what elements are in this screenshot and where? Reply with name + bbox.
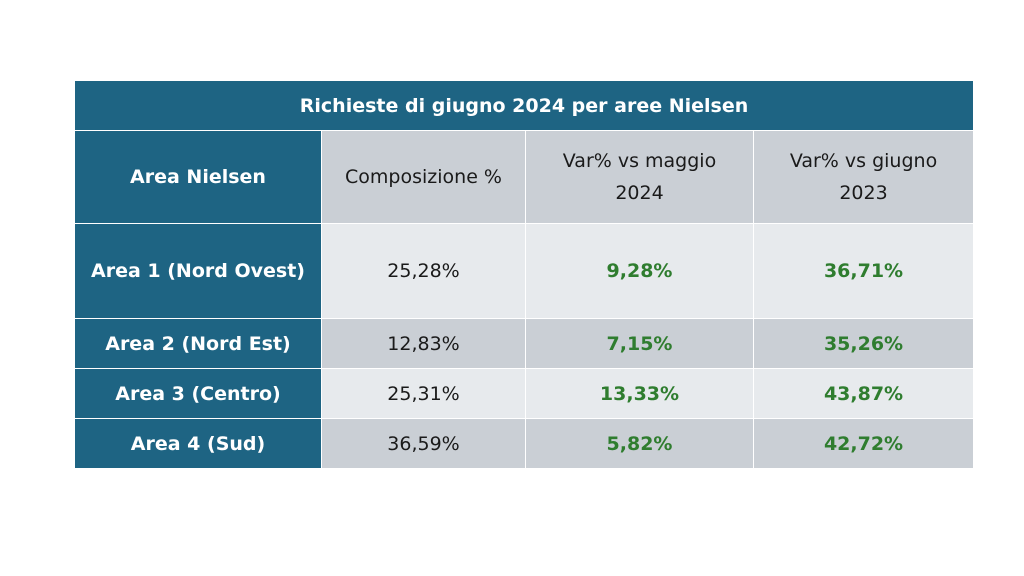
data-table-container: Richieste di giugno 2024 per aree Nielse… bbox=[73, 80, 975, 469]
cell-composizione: 25,28% bbox=[321, 223, 526, 319]
cell-var-maggio: 9,28% bbox=[525, 223, 754, 319]
cell-var-maggio: 13,33% bbox=[525, 368, 754, 419]
table-row: Area 1 (Nord Ovest) 25,28% 9,28% 36,71% bbox=[74, 223, 975, 319]
table-row: Area 2 (Nord Est) 12,83% 7,15% 35,26% bbox=[74, 318, 975, 369]
header-area-nielsen: Area Nielsen bbox=[74, 130, 322, 224]
row-area-label: Area 4 (Sud) bbox=[74, 418, 322, 469]
nielsen-areas-table: Richieste di giugno 2024 per aree Nielse… bbox=[73, 80, 975, 469]
header-var-maggio: Var% vs maggio 2024 bbox=[525, 130, 754, 224]
cell-var-giugno: 36,71% bbox=[752, 223, 975, 319]
row-area-label: Area 2 (Nord Est) bbox=[74, 318, 322, 369]
header-var-giugno-line1: Var% vs giugno bbox=[789, 150, 938, 172]
cell-composizione: 36,59% bbox=[321, 418, 526, 469]
header-var-giugno: Var% vs giugno 2023 bbox=[752, 130, 975, 224]
table-row: Area 4 (Sud) 36,59% 5,82% 42,72% bbox=[74, 418, 975, 469]
cell-var-giugno: 42,72% bbox=[752, 418, 975, 469]
row-area-label: Area 3 (Centro) bbox=[74, 368, 322, 419]
header-var-maggio-line2: 2024 bbox=[615, 182, 664, 204]
cell-composizione: 12,83% bbox=[321, 318, 526, 369]
cell-var-maggio: 7,15% bbox=[525, 318, 754, 369]
row-area-label: Area 1 (Nord Ovest) bbox=[74, 223, 322, 319]
header-var-giugno-line2: 2023 bbox=[839, 182, 888, 204]
header-var-maggio-line1: Var% vs maggio bbox=[562, 150, 717, 172]
table-title-row: Richieste di giugno 2024 per aree Nielse… bbox=[73, 80, 975, 131]
cell-var-giugno: 35,26% bbox=[752, 318, 975, 369]
table-row: Area 3 (Centro) 25,31% 13,33% 43,87% bbox=[74, 368, 975, 419]
table-header-row: Area Nielsen Composizione % Var% vs magg… bbox=[74, 130, 975, 224]
cell-var-giugno: 43,87% bbox=[752, 368, 975, 419]
header-composizione: Composizione % bbox=[321, 130, 526, 224]
cell-var-maggio: 5,82% bbox=[525, 418, 754, 469]
table-title: Richieste di giugno 2024 per aree Nielse… bbox=[73, 80, 975, 131]
cell-composizione: 25,31% bbox=[321, 368, 526, 419]
